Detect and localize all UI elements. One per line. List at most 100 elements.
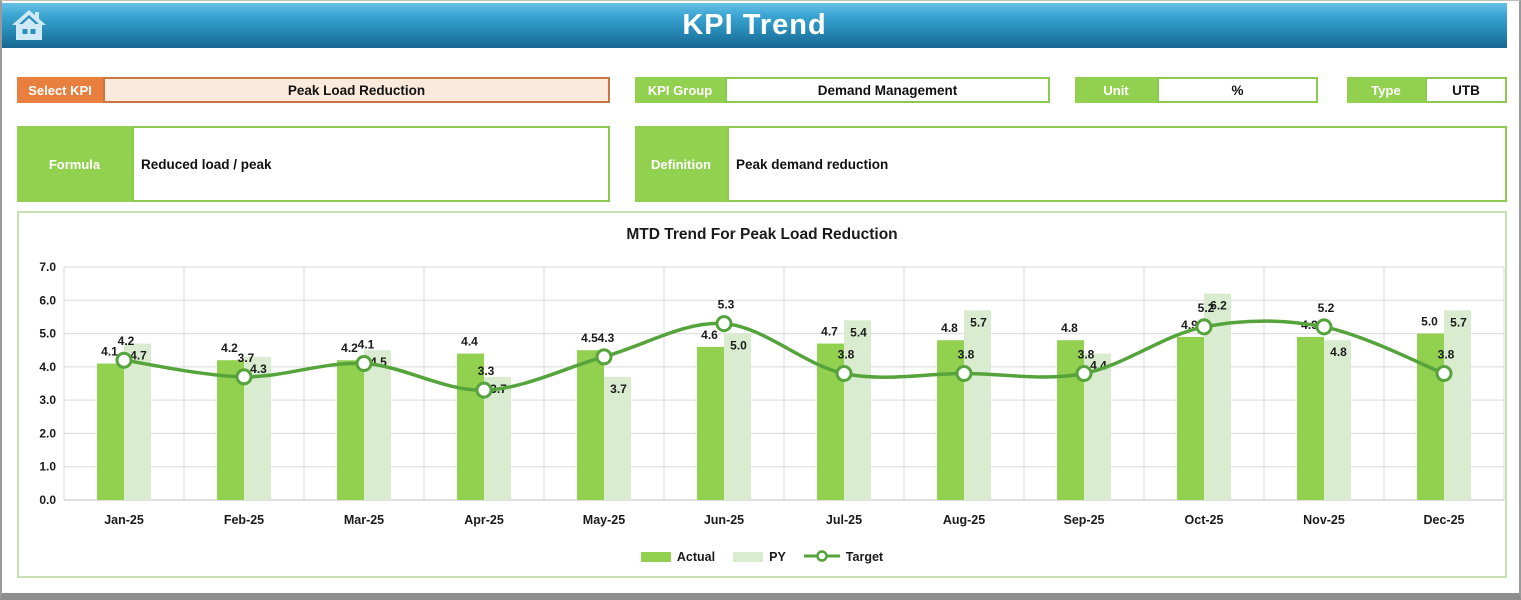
target-marker (595, 348, 613, 366)
target-marker (715, 315, 733, 333)
page-title: KPI Trend (682, 9, 827, 41)
target-data-label: 4.2 (118, 334, 135, 348)
target-data-label: 3.3 (478, 364, 495, 378)
y-axis-tick-label: 7.0 (39, 260, 56, 274)
actual-data-label: 4.4 (461, 335, 478, 349)
py-data-label: 5.7 (1450, 315, 1467, 329)
py-bar (484, 376, 511, 500)
actual-data-label: 4.5 (581, 331, 598, 345)
target-series-swatch (803, 549, 840, 565)
target-marker (115, 351, 133, 369)
chart-plot-area: 0.01.02.03.04.05.06.07.04.1 4.74.24.34.24… (39, 260, 1505, 527)
legend-item-py: PY (733, 550, 786, 564)
target-data-label: 3.8 (838, 348, 855, 362)
actual-bar (1177, 336, 1204, 500)
actual-data-label: 4.8 (941, 321, 958, 335)
legend-item-target: Target (803, 549, 884, 565)
target-data-label: 3.7 (238, 351, 255, 365)
x-axis-category-label: Oct-25 (1185, 513, 1224, 527)
y-axis-tick-label: 0.0 (39, 493, 56, 507)
target-data-label: 4.1 (358, 338, 375, 352)
target-data-label: 5.3 (718, 298, 735, 312)
actual-data-label: 4.6 (701, 328, 718, 342)
kpi-group-label: KPI Group (635, 77, 725, 103)
py-data-label: 4.3 (250, 362, 267, 376)
x-axis-category-label: Feb-25 (224, 513, 264, 527)
target-line (123, 319, 1445, 392)
py-bar (364, 350, 391, 500)
x-axis-category-label: Aug-25 (943, 513, 985, 527)
py-bar (1444, 310, 1471, 500)
actual-bar (97, 363, 124, 500)
target-data-label: 5.2 (1318, 301, 1335, 315)
actual-bar (1057, 340, 1084, 500)
chart-title: MTD Trend For Peak Load Reduction (626, 226, 898, 243)
actual-bar (337, 360, 364, 500)
actual-data-label: 4.2 (341, 341, 358, 355)
unit-value: % (1157, 77, 1318, 103)
x-axis-category-label: Jun-25 (704, 513, 744, 527)
select-kpi-value[interactable]: Peak Load Reduction (103, 77, 610, 103)
title-bar: KPI Trend (2, 3, 1507, 48)
target-data-label: 5.2 (1198, 301, 1215, 315)
legend-item-actual: Actual (640, 550, 716, 564)
py-bar (844, 320, 871, 500)
target-marker (475, 381, 493, 399)
target-marker (1195, 318, 1213, 336)
py-bar (964, 310, 991, 500)
legend-label-py: PY (769, 550, 786, 564)
definition-label: Definition (635, 126, 727, 202)
y-axis-tick-label: 6.0 (39, 293, 56, 307)
target-marker (835, 365, 853, 383)
actual-series-swatch (640, 552, 671, 562)
x-axis-category-label: Jul-25 (826, 513, 862, 527)
py-data-label: 5.0 (730, 339, 747, 353)
py-data-label: 3.7 (610, 382, 627, 396)
type-label: Type (1347, 77, 1425, 103)
target-marker (1315, 318, 1333, 336)
target-marker (1435, 365, 1453, 383)
y-axis-tick-label: 3.0 (39, 393, 56, 407)
x-axis-category-label: May-25 (583, 513, 625, 527)
target-marker (1075, 365, 1093, 383)
x-axis-category-label: Sep-25 (1064, 513, 1105, 527)
actual-data-label: 4.2 (221, 341, 238, 355)
actual-bar (1417, 333, 1444, 500)
type-value: UTB (1425, 77, 1507, 103)
py-bar (604, 376, 631, 500)
py-series-swatch (733, 552, 764, 562)
select-kpi-label: Select KPI (17, 77, 103, 103)
py-bar (1324, 340, 1351, 500)
chart-legend: Actual PY Target (19, 545, 1505, 569)
x-axis-category-label: Mar-25 (344, 513, 384, 527)
formula-value: Reduced load / peak (132, 126, 610, 202)
actual-bar (577, 350, 604, 500)
py-bar (724, 333, 751, 500)
x-axis-category-label: Nov-25 (1303, 513, 1345, 527)
legend-label-target: Target (845, 550, 884, 564)
formula-label: Formula (17, 126, 132, 202)
target-data-label: 3.8 (1438, 348, 1455, 362)
actual-bar (937, 340, 964, 500)
target-marker (355, 355, 373, 373)
y-axis-tick-label: 4.0 (39, 360, 56, 374)
home-icon[interactable] (9, 6, 49, 46)
py-bar (124, 343, 151, 500)
actual-data-label: 5.0 (1421, 315, 1438, 329)
target-data-label: 4.3 (598, 331, 615, 345)
x-axis-category-label: Dec-25 (1424, 513, 1465, 527)
x-axis-category-label: Jan-25 (104, 513, 144, 527)
legend-label-actual: Actual (676, 550, 716, 564)
y-axis-tick-label: 1.0 (39, 460, 56, 474)
kpi-group-value: Demand Management (725, 77, 1050, 103)
kpi-trend-chart: MTD Trend For Peak Load Reduction 0.0 1.0… (17, 211, 1507, 578)
py-data-label: 5.4 (850, 325, 867, 339)
py-data-label: 6.2 (1210, 299, 1227, 313)
actual-bar (457, 353, 484, 500)
definition-value: Peak demand reduction (727, 126, 1507, 202)
actual-data-label: 4.8 (1061, 321, 1078, 335)
target-data-label: 3.8 (1078, 348, 1095, 362)
actual-bar (1297, 336, 1324, 500)
x-axis-category-label: Apr-25 (464, 513, 504, 527)
